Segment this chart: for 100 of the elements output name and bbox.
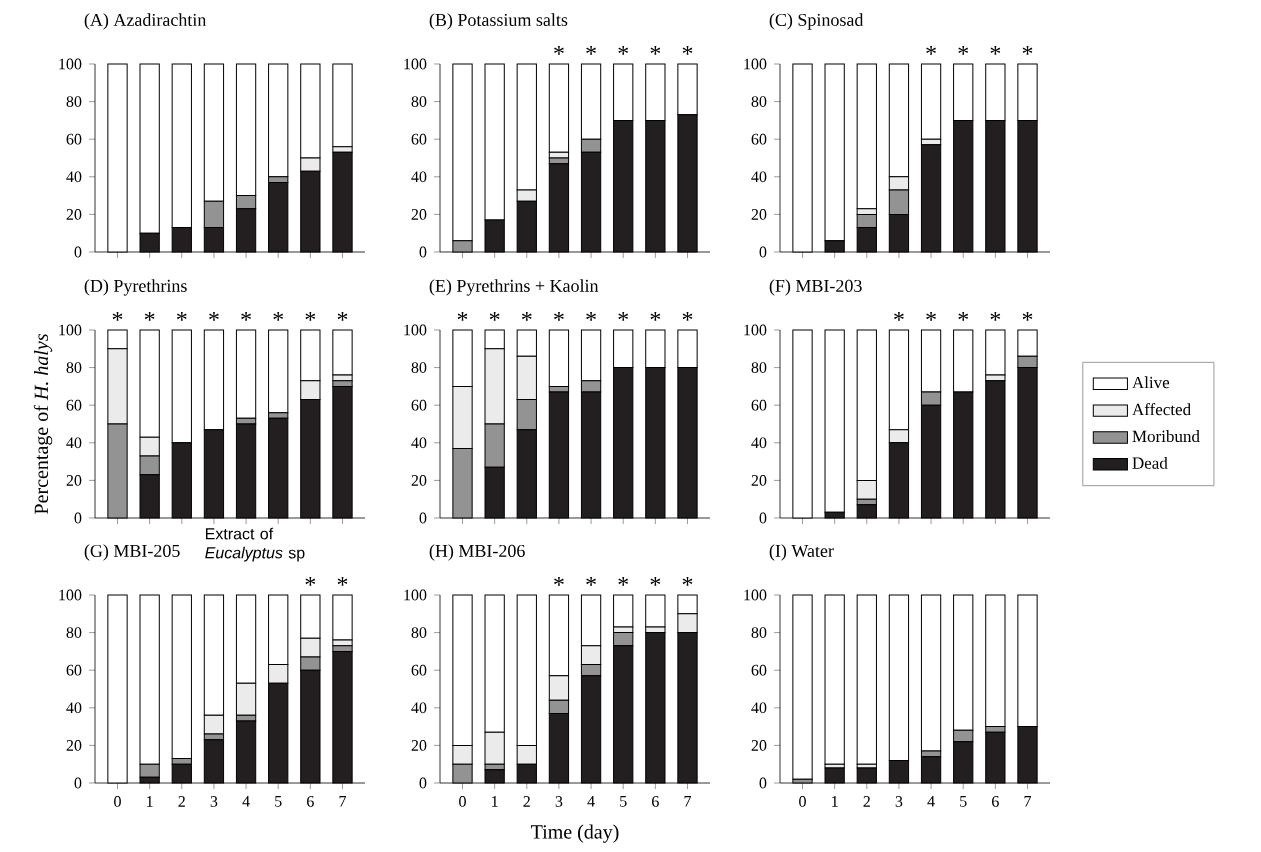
annotation: * [586,576,596,586]
bar [548,329,570,387]
annotation: * [618,311,629,321]
bar [920,594,942,752]
legend-label: Affected [1132,403,1191,416]
annotation: * [144,311,155,321]
annotation: * [1022,311,1033,321]
y-tick-label: 60 [411,399,427,411]
y-tick-label: 40 [751,437,767,449]
y-tick-label: 20 [751,475,767,486]
annotation: * [176,311,187,321]
x-tick-label: 6 [307,796,314,807]
y-tick-label: 80 [411,96,427,107]
annotation: * [337,576,348,586]
bar [985,594,1006,728]
y-tick-label: 0 [759,512,767,524]
x-tick-label: 5 [960,796,967,807]
y-axis-title: Percentage of H. halys [33,334,53,514]
x-tick-label: 2 [863,796,870,807]
x-tick-label: 7 [1024,796,1032,807]
y-tick-label: 40 [411,702,427,714]
y-tick-label: 100 [404,589,427,601]
y-tick-label: 0 [74,512,82,524]
y-tick-label: 0 [759,246,767,258]
y-tick-label: 60 [411,133,427,145]
x-axis-title: Time (day) [531,824,619,843]
y-tick-label: 100 [404,58,427,70]
annotation: * [554,576,564,586]
y-tick-label: 20 [66,209,82,220]
bar [235,329,257,419]
x-tick-label: 4 [242,796,250,807]
bar [171,594,192,760]
y-tick-label: 100 [744,58,767,70]
bar [985,329,1006,376]
bar [613,594,634,628]
chart-title: (I) Water [769,544,834,561]
chart-title: (E) Pyrethrins + Kaolin [429,279,599,296]
annotation: * [894,311,904,321]
y-tick-label: 20 [751,209,767,220]
y-tick-label: 80 [411,362,427,373]
annotation: * [682,311,693,321]
x-tick-label: 2 [178,796,185,807]
bar [792,594,813,780]
bar [645,594,666,628]
x-tick-label: 5 [620,796,627,807]
x-tick-label: 0 [799,796,806,807]
y-tick-label: 60 [66,664,82,676]
y-tick-label: 20 [411,475,427,486]
bar [920,63,942,140]
x-tick-label: 3 [895,796,903,807]
x-tick-label: 3 [210,796,218,807]
annotation: * [554,311,564,321]
x-tick-label: 7 [684,796,692,807]
annotation: * [650,45,661,55]
chart-title: (B) Potassium salts [429,13,568,30]
y-tick-label: 60 [66,399,82,411]
y-tick-label: 60 [411,664,427,676]
chart-title: (H) MBI-206 [429,544,525,561]
chart-title: (C) Spinosad [769,13,864,30]
annotation: * [618,576,629,586]
annotation: * [926,45,936,55]
annotation: * [990,311,1001,321]
annotation: * [682,576,693,586]
annotation: * [489,311,500,321]
text: Extract of Eucalyptus sp [205,527,305,562]
x-tick-label: 6 [652,796,659,807]
y-tick-label: 40 [411,171,427,183]
x-tick-label: 1 [147,796,153,807]
y-tick-label: 80 [751,362,767,373]
annotation: * [926,311,936,321]
bar [332,594,353,641]
bar [332,63,353,148]
x-tick-label: 7 [339,796,347,807]
y-tick-label: 100 [59,324,82,336]
chart-title: (D) Pyrethrins [84,279,187,296]
y-tick-label: 60 [751,664,767,676]
annotation: * [305,576,316,586]
y-tick-label: 40 [66,171,82,183]
x-tick-label: 5 [275,796,282,807]
y-tick-label: 80 [751,627,767,638]
y-tick-label: 40 [411,437,427,449]
y-tick-label: 0 [419,512,427,524]
y-tick-label: 20 [411,209,427,220]
y-tick-label: 80 [66,96,82,107]
annotation: * [682,45,693,55]
annotation: * [586,45,596,55]
x-tick-label: 1 [492,796,498,807]
y-tick-label: 100 [404,324,427,336]
annotation: * [1022,45,1033,55]
y-tick-label: 80 [411,627,427,638]
x-tick-label: 6 [992,796,999,807]
bar [856,63,877,210]
y-tick-label: 100 [744,589,767,601]
x-tick-label: 1 [832,796,838,807]
y-tick-label: 20 [751,740,767,751]
bar [824,594,845,765]
x-tick-label: 2 [523,796,530,807]
y-tick-label: 40 [751,702,767,714]
annotation: * [273,311,284,321]
chart-title: (F) MBI-203 [769,279,862,296]
